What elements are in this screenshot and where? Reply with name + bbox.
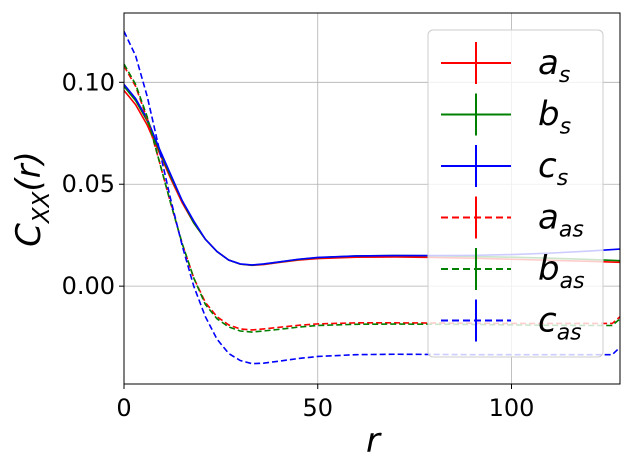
tick-labels: 0 50 100 0.10 0.05 0.00 (62, 68, 535, 422)
legend-label-c-s: cs (538, 146, 568, 191)
y-tick-label: 0.10 (62, 68, 115, 96)
legend-label-b-as: bas (538, 249, 585, 294)
legend-label-c-as: cas (538, 301, 582, 346)
legend-box (427, 29, 604, 358)
legend: as bs cs aas bas cas (427, 29, 604, 358)
y-label-tail: (r) (9, 151, 49, 192)
legend-label-b-s: bs (538, 95, 571, 140)
y-axis-label: CXX(r) (9, 151, 55, 247)
legend-label-a-s: as (538, 43, 570, 88)
y-label-sub: XX (29, 190, 55, 224)
legend-label-a-as: aas (538, 198, 584, 243)
plot-frame (123, 12, 621, 385)
y-tick-label: 0.05 (62, 170, 115, 198)
x-axis-label: r (366, 421, 382, 461)
y-tick-label: 0.00 (62, 272, 115, 300)
y-label-main: C (9, 223, 49, 247)
x-tick-label: 100 (489, 394, 535, 422)
axes (119, 12, 621, 389)
x-tick-label: 0 (116, 394, 131, 422)
x-tick-label: 50 (302, 394, 333, 422)
